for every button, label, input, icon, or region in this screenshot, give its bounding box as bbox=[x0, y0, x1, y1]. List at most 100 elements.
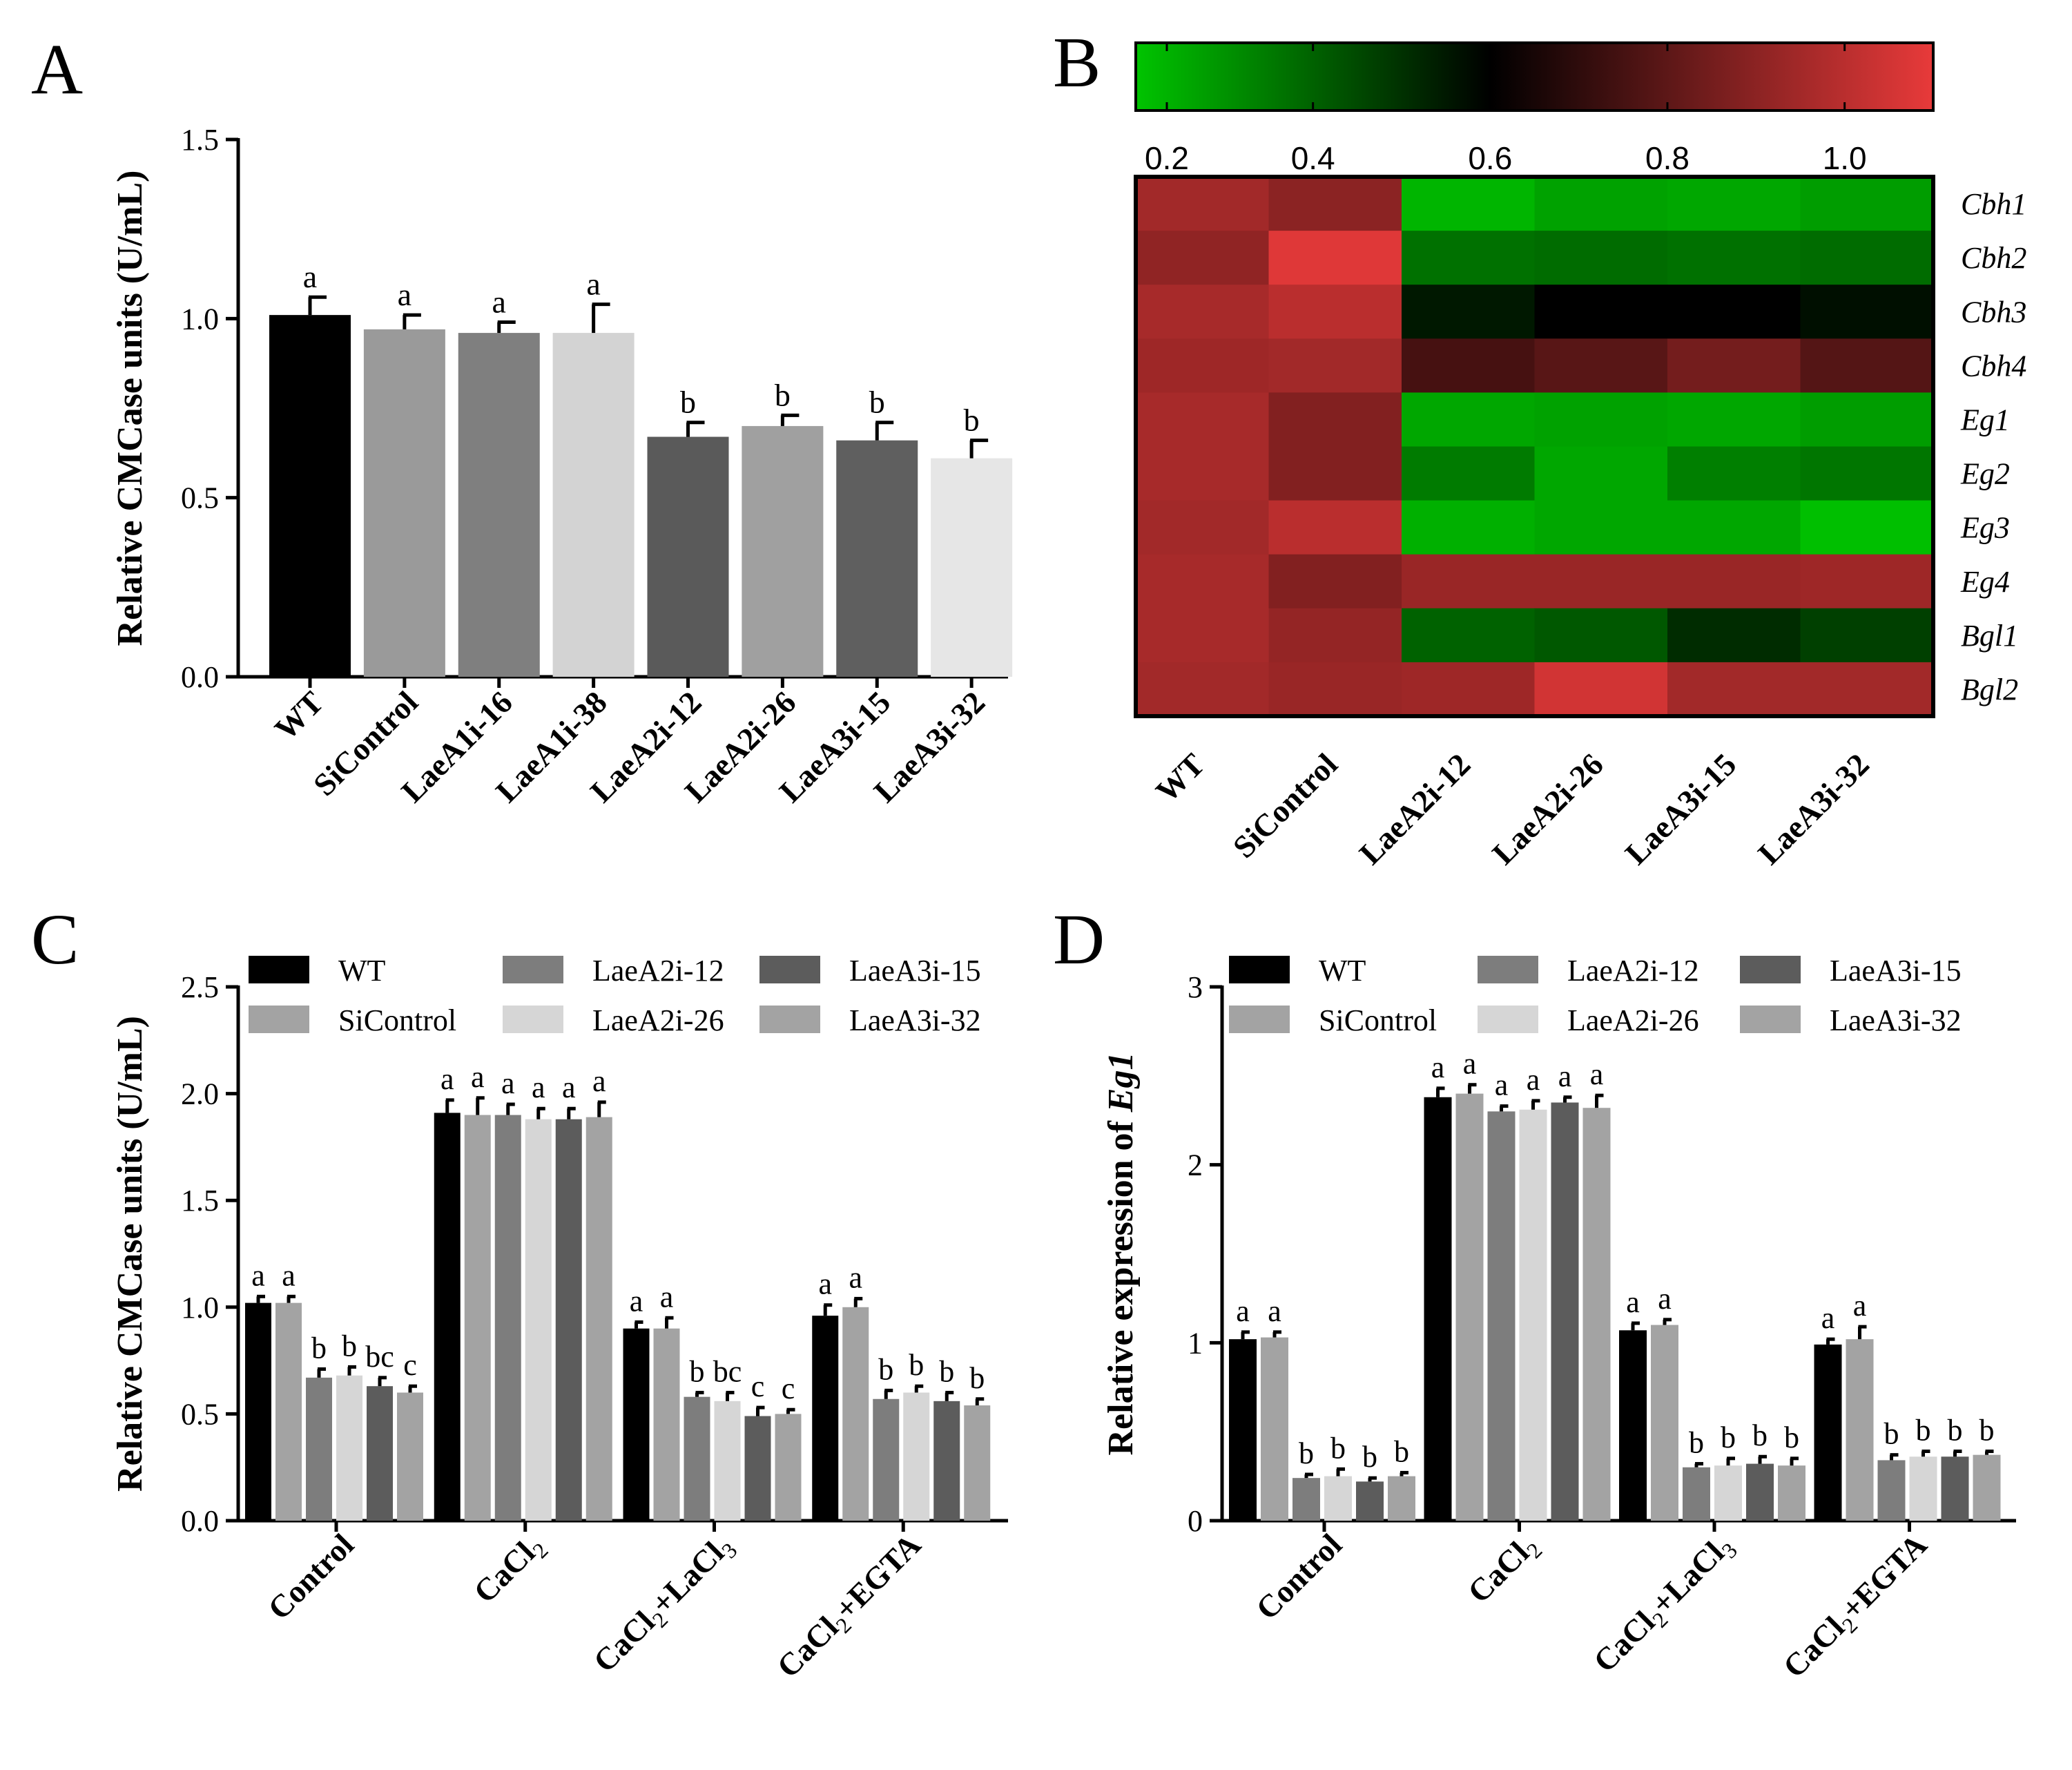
d-sig-letter: a bbox=[1431, 1050, 1445, 1084]
d-bar-LaeA2i-26-g0 bbox=[1324, 1476, 1352, 1521]
b-row-label-Cbh2: Cbh2 bbox=[1961, 241, 2026, 275]
c-legend-swatch-LaeA2i-26 bbox=[503, 1006, 563, 1033]
d-sig-letter: b bbox=[1784, 1421, 1799, 1454]
b-cell-Cbh4-LaeA2i-26 bbox=[1534, 338, 1668, 393]
b-cell-Eg2-LaeA3i-15 bbox=[1667, 446, 1801, 501]
c-group-label-0: Control bbox=[261, 1527, 360, 1626]
c-bar-WT-g2 bbox=[623, 1328, 650, 1521]
d-bar-SiControl-g2 bbox=[1651, 1325, 1678, 1521]
d-bar-LaeA3i-15-g3 bbox=[1941, 1456, 1969, 1521]
c-sig-letter: a bbox=[849, 1260, 862, 1294]
b-cell-Cbh2-WT bbox=[1136, 231, 1269, 285]
d-legend-swatch-SiControl bbox=[1229, 1006, 1290, 1033]
c-bar-LaeA3i-32-g0 bbox=[397, 1392, 423, 1521]
c-bar-WT-g3 bbox=[812, 1316, 839, 1521]
d-sig-letter: b bbox=[1948, 1414, 1963, 1447]
b-cell-Bgl2-LaeA3i-32 bbox=[1800, 662, 1934, 717]
c-sig-letter: b bbox=[969, 1361, 985, 1395]
d-bar-LaeA3i-15-g1 bbox=[1551, 1102, 1579, 1521]
d-sig-letter: b bbox=[1689, 1426, 1704, 1460]
d-bar-SiControl-g0 bbox=[1261, 1337, 1288, 1521]
d-sig-letter: b bbox=[1752, 1418, 1768, 1452]
b-cell-Bgl2-WT bbox=[1136, 662, 1269, 717]
b-cell-Cbh3-WT bbox=[1136, 285, 1269, 339]
c-legend-label-SiControl: SiControl bbox=[338, 1003, 456, 1037]
panel-letter-b: B bbox=[1053, 23, 1101, 102]
b-cell-Cbh3-SiControl bbox=[1268, 285, 1402, 339]
d-legend-swatch-LaeA2i-12 bbox=[1478, 956, 1538, 983]
b-cell-Eg3-LaeA3i-15 bbox=[1667, 500, 1801, 555]
d-bar-LaeA2i-12-g1 bbox=[1487, 1111, 1516, 1521]
b-col-label-LaeA3i-15: LaeA3i-15 bbox=[1618, 747, 1743, 872]
b-cell-Cbh2-LaeA3i-32 bbox=[1800, 231, 1934, 285]
d-bar-LaeA2i-26-g1 bbox=[1519, 1109, 1547, 1521]
b-cell-Cbh4-SiControl bbox=[1268, 338, 1402, 393]
b-colorbar-tick-label: 0.8 bbox=[1645, 140, 1689, 176]
b-colorbar bbox=[1134, 41, 1935, 112]
b-cell-Eg2-LaeA3i-32 bbox=[1800, 446, 1934, 501]
b-cell-Bgl2-LaeA2i-12 bbox=[1402, 662, 1535, 717]
b-row-label-Bgl2: Bgl2 bbox=[1961, 673, 2018, 706]
d-legend-swatch-LaeA2i-26 bbox=[1478, 1006, 1538, 1033]
c-legend-swatch-WT bbox=[249, 956, 309, 983]
d-group-label-1: CaCl2 bbox=[1461, 1527, 1547, 1613]
d-legend-label-LaeA3i-32: LaeA3i-32 bbox=[1830, 1003, 1962, 1037]
d-sig-letter: a bbox=[1463, 1047, 1477, 1081]
d-bar-WT-g2 bbox=[1619, 1330, 1647, 1521]
c-sig-letter: bc bbox=[365, 1340, 394, 1374]
b-cell-Cbh4-LaeA2i-12 bbox=[1402, 338, 1535, 393]
b-cell-Eg4-LaeA3i-32 bbox=[1800, 554, 1934, 609]
b-cell-Cbh4-LaeA3i-15 bbox=[1667, 338, 1801, 393]
b-cell-Cbh2-LaeA3i-15 bbox=[1667, 231, 1801, 285]
b-cell-Eg2-SiControl bbox=[1268, 446, 1402, 501]
d-bar-WT-g1 bbox=[1424, 1097, 1452, 1521]
d-sig-letter: b bbox=[1916, 1414, 1931, 1447]
c-bar-LaeA3i-32-g3 bbox=[964, 1405, 991, 1521]
b-cell-Bgl1-LaeA3i-15 bbox=[1667, 608, 1801, 663]
d-sig-letter: b bbox=[1979, 1414, 1995, 1447]
c-y-axis-title: Relative CMCase units (U/mL) bbox=[110, 1016, 150, 1492]
b-cell-Eg1-LaeA2i-12 bbox=[1402, 392, 1535, 447]
c-legend-swatch-SiControl bbox=[249, 1006, 309, 1033]
a-y-tick-label: 1.5 bbox=[181, 123, 219, 157]
b-cell-Cbh3-LaeA3i-15 bbox=[1667, 285, 1801, 339]
d-sig-letter: b bbox=[1394, 1434, 1409, 1468]
a-sig-letter-LaeA2i-26: b bbox=[775, 377, 791, 412]
d-sig-letter: a bbox=[1658, 1282, 1672, 1316]
a-bar-LaeA2i-12 bbox=[647, 436, 729, 677]
a-bar-LaeA1i-16 bbox=[458, 333, 540, 677]
c-sig-letter: a bbox=[818, 1267, 832, 1301]
c-bar-WT-g1 bbox=[434, 1113, 461, 1521]
c-y-tick-label: 2.5 bbox=[181, 970, 219, 1004]
d-legend-swatch-LaeA3i-32 bbox=[1740, 1006, 1801, 1033]
d-y-axis-title-prefix: Relative expression of bbox=[1101, 1112, 1141, 1455]
chart-b-heatmap: 0.2 0.4 0.6 0.8 1.0 Cbh1 Cbh2 Cbh3 Cbh4 Eg1 Eg2 Eg3… bbox=[1134, 41, 2026, 872]
d-legend-swatch-WT bbox=[1229, 956, 1290, 983]
d-bar-LaeA3i-15-g0 bbox=[1356, 1481, 1384, 1521]
c-bar-LaeA3i-32-g2 bbox=[775, 1414, 802, 1521]
a-x-label-WT: WT bbox=[268, 684, 330, 747]
panel-letter-d: D bbox=[1053, 900, 1105, 979]
d-sig-letter: a bbox=[1853, 1289, 1867, 1322]
b-cell-Eg3-LaeA3i-32 bbox=[1800, 500, 1934, 555]
b-cell-Bgl1-SiControl bbox=[1268, 608, 1402, 663]
d-sig-letter: a bbox=[1626, 1285, 1640, 1319]
d-bar-LaeA2i-26-g3 bbox=[1909, 1456, 1937, 1521]
b-cell-Eg2-LaeA2i-26 bbox=[1534, 446, 1668, 501]
c-sig-letter: b bbox=[311, 1331, 327, 1365]
d-y-tick-label: 2 bbox=[1188, 1148, 1203, 1182]
d-bar-WT-g3 bbox=[1814, 1344, 1842, 1521]
d-y-tick-label: 3 bbox=[1188, 970, 1203, 1004]
b-cell-Eg3-LaeA2i-12 bbox=[1402, 500, 1535, 555]
c-group-label-3: CaCl2+EGTA bbox=[770, 1527, 931, 1688]
d-sig-letter: b bbox=[1299, 1436, 1314, 1470]
c-label-part: +LaCl bbox=[644, 1535, 730, 1621]
b-row-label-Cbh1: Cbh1 bbox=[1961, 187, 2026, 221]
b-colorbar-tick-label: 0.4 bbox=[1291, 140, 1335, 176]
b-colorbar-tick-label: 0.2 bbox=[1145, 140, 1189, 176]
b-cell-Cbh1-LaeA2i-12 bbox=[1402, 177, 1535, 231]
a-bar-SiControl bbox=[363, 329, 445, 677]
b-cell-Bgl1-LaeA3i-32 bbox=[1800, 608, 1934, 663]
a-y-tick-label: 1.0 bbox=[181, 302, 219, 336]
